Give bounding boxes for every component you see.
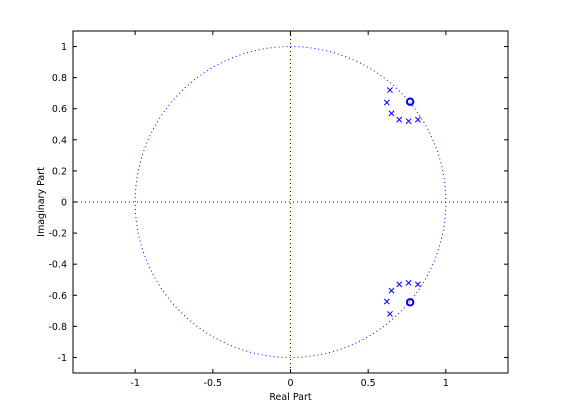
zero-marker bbox=[405, 97, 415, 106]
y-tick-label: -0.4 bbox=[48, 260, 67, 271]
pole-marker bbox=[383, 298, 390, 305]
pole-marker bbox=[388, 287, 395, 294]
pole-marker bbox=[388, 110, 395, 117]
y-tick-label: 0.4 bbox=[52, 135, 67, 146]
pole-marker bbox=[386, 310, 393, 317]
x-tick-label: -1 bbox=[130, 378, 139, 389]
x-tick-label: -0.5 bbox=[204, 378, 223, 389]
x-tick-label: 0 bbox=[287, 378, 293, 389]
axis-ticks: -1 -0.5 0 0.5 1 1 0.8 0.6 0.4 0.2 0 -0.2 -0.4 -0.6 -0.… bbox=[48, 31, 508, 389]
y-tick-label: -1 bbox=[58, 353, 67, 364]
plot-area bbox=[72, 30, 509, 374]
data-markers bbox=[383, 87, 421, 317]
y-tick-label: 1 bbox=[61, 42, 67, 53]
zero-marker bbox=[405, 298, 415, 307]
pole-marker bbox=[383, 99, 390, 106]
pole-marker bbox=[414, 116, 421, 123]
pole-marker bbox=[386, 87, 393, 94]
x-axis-label: Real Part bbox=[269, 392, 312, 403]
y-axis-label: Imaginary Part bbox=[36, 167, 47, 237]
x-tick-label: 0.5 bbox=[361, 378, 376, 389]
pole-marker bbox=[396, 281, 403, 288]
y-tick-label: 0.6 bbox=[52, 104, 67, 115]
reference-lines bbox=[73, 31, 508, 373]
y-tick-label: 0 bbox=[61, 198, 67, 209]
y-tick-label: 0.2 bbox=[52, 166, 67, 177]
pole-marker bbox=[405, 279, 412, 286]
pole-marker bbox=[414, 281, 421, 288]
y-tick-label: -0.2 bbox=[48, 229, 67, 240]
pole-marker bbox=[396, 116, 403, 123]
y-tick-label: -0.6 bbox=[48, 291, 67, 302]
x-tick-label: 1 bbox=[443, 378, 449, 389]
y-tick-label: 0.8 bbox=[52, 73, 67, 84]
y-tick-label: -0.8 bbox=[48, 322, 67, 333]
pole-marker bbox=[405, 118, 412, 125]
